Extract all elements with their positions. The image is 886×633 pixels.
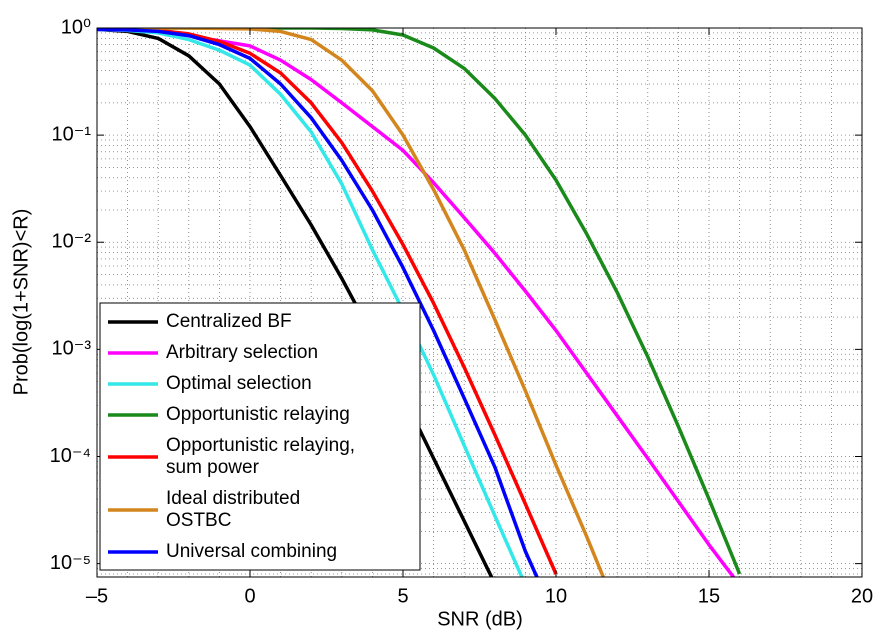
series-line <box>97 28 539 577</box>
y-tick-label: 10⁰ <box>61 16 91 38</box>
y-axis-label: Prob(log(1+SNR)<R) <box>10 209 32 396</box>
legend-label: Ideal distributed OSTBC <box>166 488 300 531</box>
series-line <box>97 28 606 577</box>
x-tick-label: 5 <box>397 585 408 607</box>
series-line <box>97 28 742 575</box>
x-tick-label: 10 <box>545 585 567 607</box>
y-tick-label: 10⁻⁴ <box>50 445 91 467</box>
x-tick-label: 0 <box>244 585 255 607</box>
legend-label: Universal combining <box>166 541 337 562</box>
y-tick-label: 10⁻⁵ <box>50 552 91 574</box>
legend-label: Arbitrary selection <box>166 342 318 363</box>
legend-label: Optimal selection <box>166 373 312 394</box>
legend-label: Opportunistic relaying, sum power <box>166 435 355 478</box>
legend-label: Opportunistic relaying <box>166 404 350 425</box>
legend-label: Centralized BF <box>166 311 292 332</box>
legend-box <box>99 302 421 571</box>
x-tick-label: 20 <box>851 585 873 607</box>
series-line <box>97 28 494 577</box>
y-tick-label: 10⁻³ <box>52 338 92 360</box>
plot-frame <box>96 27 863 578</box>
x-tick-label: –5 <box>86 585 108 607</box>
x-tick-label: 15 <box>698 585 720 607</box>
y-tick-label: 10⁻¹ <box>52 123 92 145</box>
series-line <box>97 28 524 577</box>
x-axis-label: SNR (dB) <box>437 608 523 630</box>
y-tick-label: 10⁻² <box>52 231 92 253</box>
